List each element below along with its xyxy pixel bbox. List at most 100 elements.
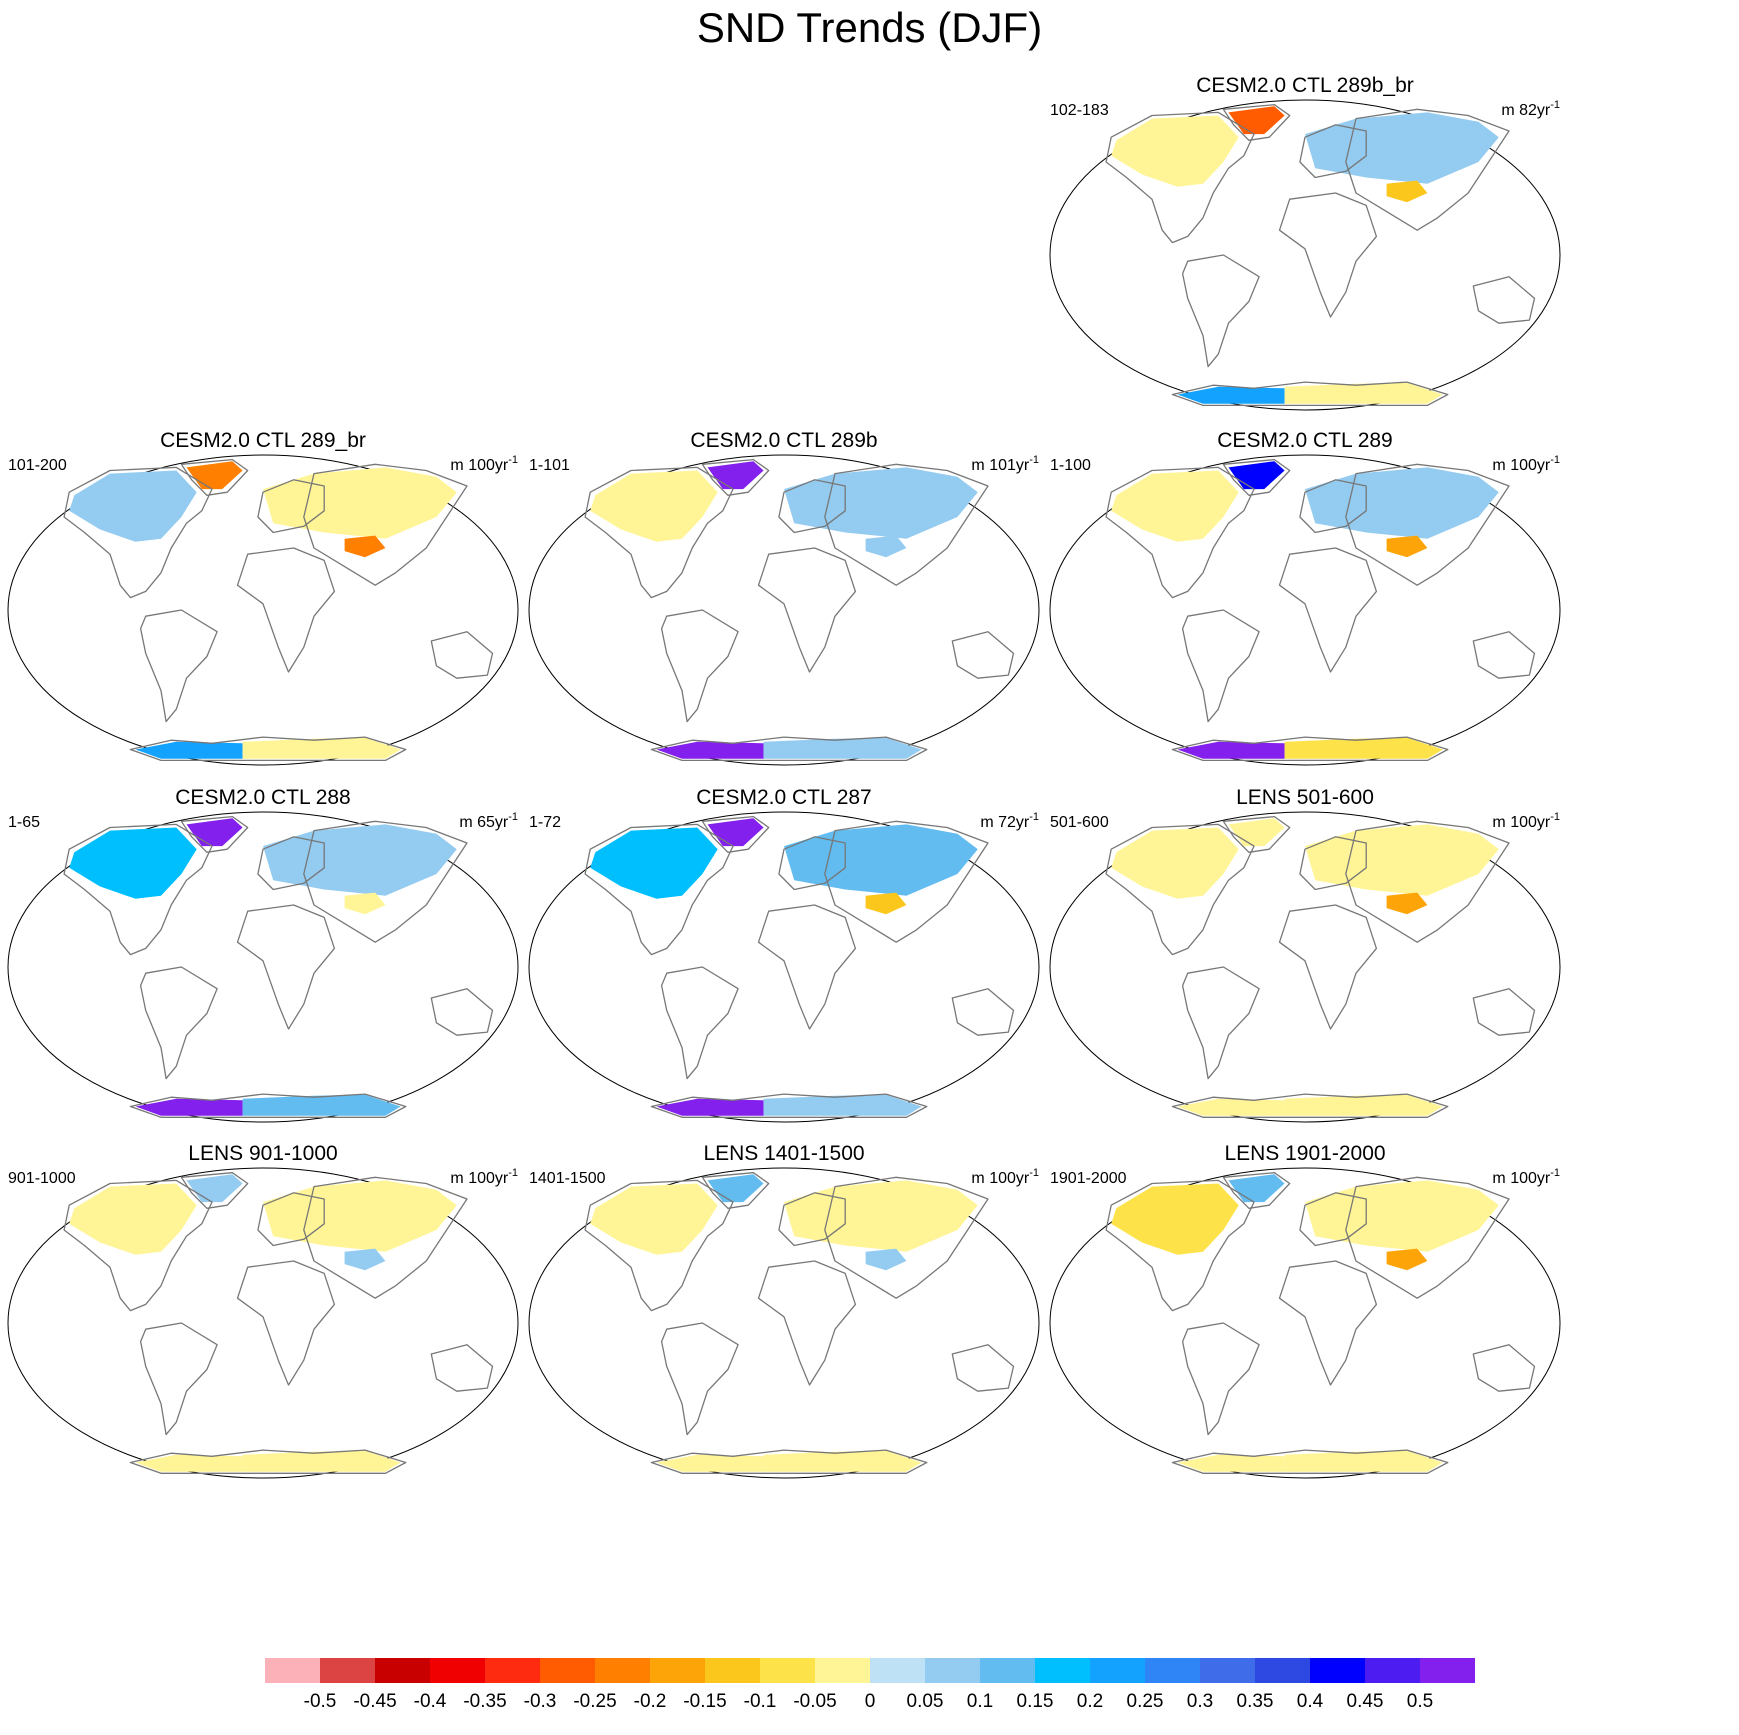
trend-region-north-america (69, 470, 197, 542)
coastline-europe (257, 1192, 325, 1247)
coastline-greenland (1222, 104, 1291, 141)
panel-years: 1901-2000 (1050, 1170, 1127, 1187)
coastline-asia (303, 1176, 468, 1299)
map-panel: LENS 1401-1500 1401-1500 m 100yr-1 (528, 1142, 1040, 1479)
colorbar-tick-label: 0.05 (907, 1691, 944, 1712)
trend-region-tibet (1386, 892, 1428, 915)
coastline-antarctica (1171, 1093, 1449, 1118)
colorbar-tick-label: -0.5 (304, 1691, 337, 1712)
trend-region-antarctica-east (763, 1450, 922, 1472)
coastline-australia (430, 988, 494, 1036)
coastline-europe (257, 836, 325, 891)
map-panel: CESM2.0 CTL 288 1-65 m 65yr-1 (7, 786, 519, 1123)
trend-region-tibet (1386, 1248, 1428, 1271)
colorbar-tick-label: -0.1 (744, 1691, 777, 1712)
colorbar-bin (375, 1658, 430, 1683)
panel-years: 1-100 (1050, 457, 1091, 474)
coastline-asia (303, 820, 468, 943)
coastline-europe (778, 836, 846, 891)
coastline-greenland (180, 815, 249, 853)
coastline-europe (257, 479, 325, 534)
trend-region-antarctica-east (1284, 382, 1443, 404)
coastline-greenland (701, 1172, 770, 1209)
coastline-europe (1299, 479, 1367, 534)
coastline-south-america (139, 966, 218, 1080)
trend-region-tibet (344, 535, 386, 558)
colorbar-tick-label: -0.45 (353, 1691, 396, 1712)
coastline-asia (1345, 463, 1510, 586)
map-panel: CESM2.0 CTL 289b 1-101 m 101yr-1 (528, 429, 1040, 766)
colorbar-bin (1090, 1658, 1145, 1683)
trend-region-antarctica-west (656, 741, 764, 759)
panel-years: 1-101 (529, 457, 570, 474)
trend-region-tibet (865, 1248, 907, 1271)
panel-units: m 82yr-1 (1501, 99, 1560, 119)
trend-region-antarctica-east (242, 1094, 401, 1116)
colorbar-bin (265, 1658, 320, 1683)
trend-region-north-america (1111, 115, 1239, 187)
trend-region-tibet (865, 892, 907, 915)
panel-years: 1-72 (529, 814, 561, 831)
panel-units: m 101yr-1 (971, 454, 1039, 474)
trend-region-north-america (590, 1183, 718, 1255)
coastline-europe (1299, 124, 1367, 179)
coastline-antarctica (129, 736, 407, 762)
coastline-africa (1278, 904, 1378, 1030)
panel-title: CESM2.0 CTL 289 (1217, 429, 1392, 452)
colorbar-bin (1420, 1658, 1475, 1683)
trend-region-tibet (1386, 535, 1428, 558)
colorbar-bin (1255, 1658, 1310, 1683)
coastline-antarctica (129, 1449, 407, 1474)
colorbar-bin (1035, 1658, 1090, 1683)
panel-title: LENS 1401-1500 (703, 1142, 864, 1165)
coastline-australia (430, 631, 494, 679)
trend-region-antarctica-west (656, 1454, 764, 1472)
panel-title: CESM2.0 CTL 289b (690, 429, 877, 452)
trend-region-tibet (865, 535, 907, 558)
trend-region-antarctica-west (1177, 741, 1285, 759)
colorbar-bin (540, 1658, 595, 1683)
coastline-europe (1299, 836, 1367, 891)
panel-years: 901-1000 (8, 1170, 76, 1187)
coastline-africa (757, 904, 857, 1030)
coastline-australia (430, 1344, 494, 1392)
colorbar-bin (320, 1658, 375, 1683)
trend-region-tibet (344, 1248, 386, 1271)
colorbar-bin (485, 1658, 540, 1683)
coastline-south-america (139, 1322, 218, 1436)
colorbar-tick-label: 0.35 (1237, 1691, 1274, 1712)
trend-region-north-america (590, 470, 718, 542)
coastline-europe (1299, 1192, 1367, 1247)
map-panel: LENS 901-1000 901-1000 m 100yr-1 (7, 1142, 519, 1479)
panel-units: m 100yr-1 (450, 1167, 518, 1187)
colorbar-tick-label: 0.25 (1127, 1691, 1164, 1712)
map-panel: CESM2.0 CTL 289 1-100 m 100yr-1 (1049, 429, 1561, 766)
trend-region-antarctica-west (1177, 386, 1285, 404)
colorbar-tick-label: 0.5 (1407, 1691, 1433, 1712)
coastline-antarctica (129, 1093, 407, 1118)
coastline-africa (1278, 1260, 1378, 1386)
panel-years: 102-183 (1050, 102, 1109, 119)
colorbar-bin (595, 1658, 650, 1683)
map-panel: LENS 1901-2000 1901-2000 m 100yr-1 (1049, 1142, 1561, 1479)
colorbar-tick-label: 0.45 (1347, 1691, 1384, 1712)
trend-region-antarctica-east (242, 1450, 401, 1472)
coastline-greenland (180, 1172, 249, 1209)
coastline-south-america (139, 609, 218, 723)
colorbar-tick-label: -0.2 (634, 1691, 667, 1712)
colorbar-bin (1200, 1658, 1255, 1683)
panel-units: m 100yr-1 (971, 1167, 1039, 1187)
panel-units: m 100yr-1 (1492, 1167, 1560, 1187)
colorbar-tick-label: -0.15 (683, 1691, 726, 1712)
colorbar-bin (705, 1658, 760, 1683)
panel-units: m 100yr-1 (450, 454, 518, 474)
coastline-greenland (701, 458, 770, 496)
trend-region-north-america (1111, 470, 1239, 542)
trend-region-north-america (1111, 827, 1239, 899)
coastline-greenland (701, 815, 770, 853)
panel-units: m 65yr-1 (459, 811, 518, 831)
panel-units: m 100yr-1 (1492, 454, 1560, 474)
panel-title: CESM2.0 CTL 288 (175, 786, 350, 809)
colorbar-bin (760, 1658, 815, 1683)
